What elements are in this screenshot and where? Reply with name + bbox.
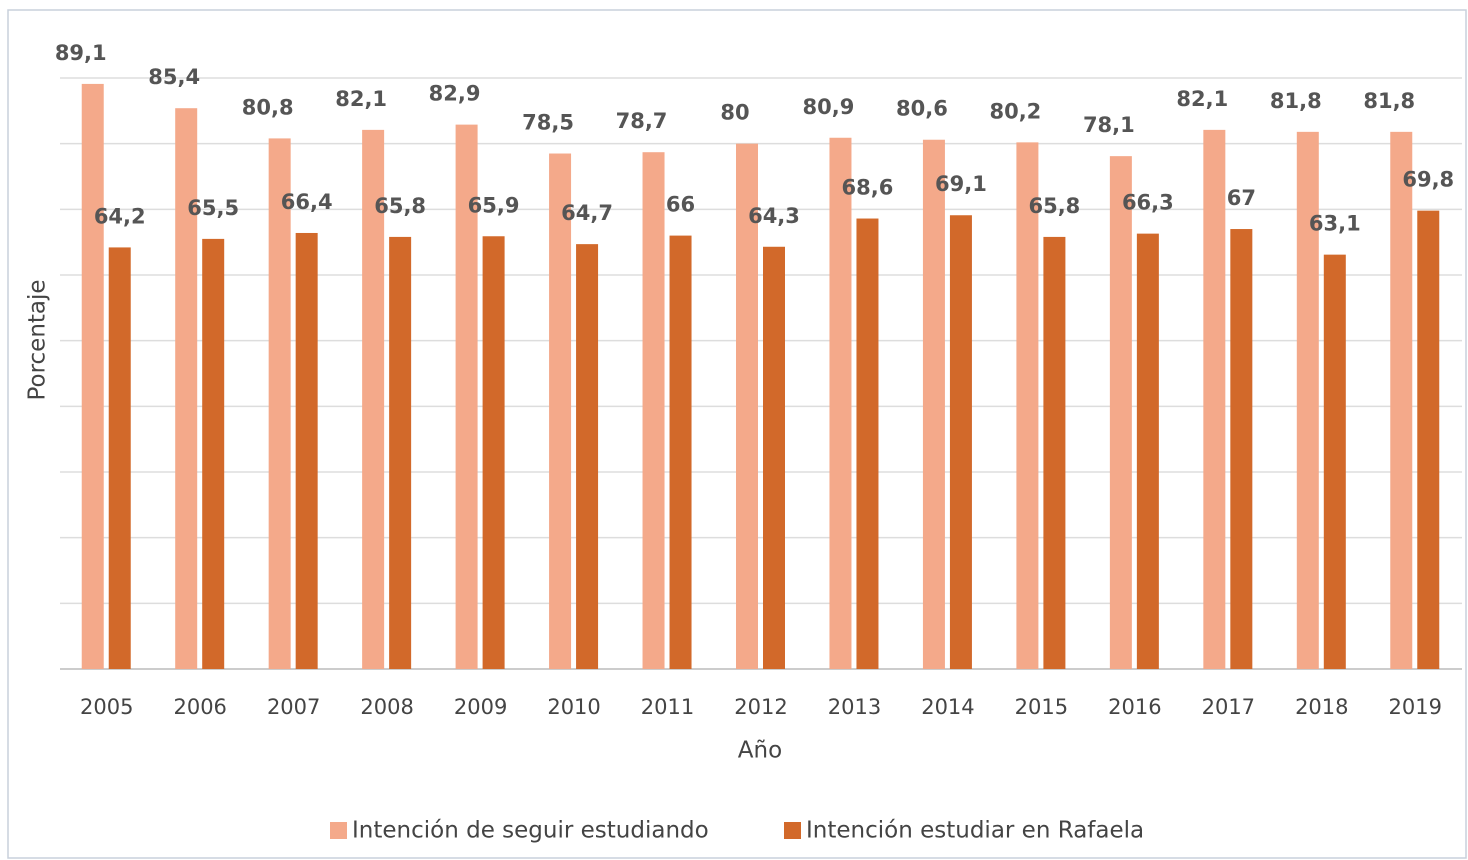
data-label: 67 [1227,186,1256,210]
bar [108,247,131,670]
x-tick-label: 2005 [80,695,133,719]
legend-swatch [330,822,347,839]
bar [549,153,572,669]
bar [736,143,758,669]
x-tick-label: 2014 [921,695,974,719]
bar [922,139,945,669]
data-label: 78,5 [522,111,574,135]
bar [175,108,198,669]
legend-label: Intención estudiar en Rafaela [806,818,1144,844]
x-axis-title: Año [738,738,782,764]
y-axis-title: Porcentaje [25,279,51,400]
data-label: 65,9 [468,193,520,217]
bar [829,137,852,670]
data-label: 65,5 [187,196,239,220]
bar [389,236,412,669]
data-label: 66,3 [1122,191,1174,215]
bar [455,124,478,669]
bar [1203,129,1226,670]
data-label: 78,7 [616,109,668,133]
bar [856,218,879,669]
bar [1109,156,1132,670]
bar [202,238,225,669]
x-tick-label: 2017 [1202,695,1255,719]
legend-label: Intención de seguir estudiando [352,818,709,844]
data-label: 80,8 [242,95,294,119]
legend-swatch [784,822,801,839]
data-label: 65,8 [1028,194,1080,218]
data-label: 64,2 [94,204,146,228]
x-tick-label: 2008 [360,695,413,719]
data-label: 85,4 [148,65,200,89]
x-tick-label: 2019 [1389,695,1442,719]
data-label: 64,7 [561,201,613,225]
bar [362,129,385,670]
bar [763,246,785,669]
data-label: 81,8 [1363,89,1415,113]
x-tick-label: 2009 [454,695,507,719]
data-label: 65,8 [374,194,426,218]
bar [81,83,104,669]
data-label: 80,6 [896,97,948,121]
bar [482,236,505,670]
bar [1016,142,1039,669]
data-label: 69,1 [935,172,987,196]
data-label: 82,1 [335,87,387,111]
data-label: 78,1 [1083,113,1135,137]
bar [669,235,692,669]
data-label: 66 [666,193,695,217]
data-label: 89,1 [55,41,107,65]
bar [295,232,318,669]
data-label: 69,8 [1402,168,1454,192]
x-tick-label: 2011 [641,695,694,719]
x-tick-label: 2007 [267,695,320,719]
data-label: 80,9 [803,95,855,119]
data-label: 80 [720,101,749,125]
bar [268,138,291,669]
bar [949,215,972,669]
bar [1230,229,1253,670]
bar [1136,233,1159,669]
x-tick-label: 2013 [828,695,881,719]
data-label: 63,1 [1309,212,1361,236]
bar [1043,236,1066,669]
data-label: 82,9 [429,82,481,106]
bar [1323,254,1346,670]
x-tick-label: 2018 [1295,695,1348,719]
frame [7,9,1467,859]
data-label: 82,1 [1176,87,1228,111]
data-label: 66,4 [281,190,333,214]
x-tick-label: 2015 [1015,695,1068,719]
data-label: 81,8 [1270,89,1322,113]
bar [576,244,599,670]
bar [1390,131,1413,669]
x-tick-label: 2016 [1108,695,1161,719]
x-tick-label: 2012 [734,695,787,719]
data-label: 64,3 [748,204,800,228]
x-tick-label: 2006 [173,695,226,719]
bar [1296,131,1319,669]
bar [1417,210,1440,669]
data-label: 68,6 [842,176,894,200]
x-tick-label: 2010 [547,695,600,719]
data-label: 80,2 [989,99,1041,123]
bar [642,152,665,669]
